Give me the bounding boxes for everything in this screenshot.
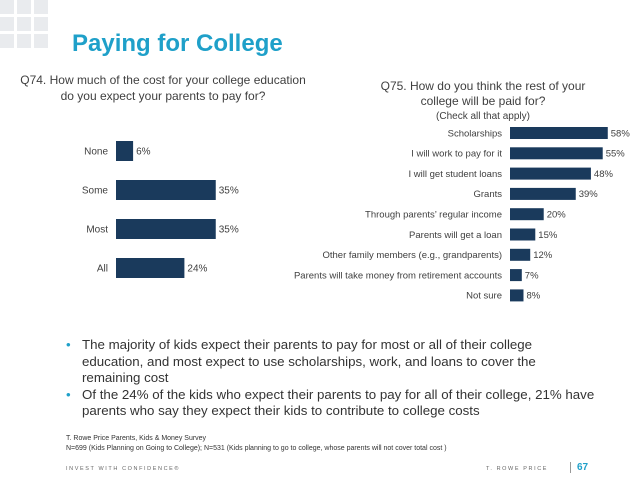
bullet-item: Of the 24% of the kids who expect their … (66, 387, 596, 420)
bar (510, 187, 576, 200)
bar (116, 219, 216, 239)
page-number: 67 (570, 462, 588, 473)
bar (510, 248, 531, 261)
bar (510, 208, 544, 221)
category-label: Most (86, 225, 108, 236)
question-q75: Q75. How do you think the rest of your c… (380, 79, 586, 108)
value-label: 15% (538, 230, 558, 241)
bar (510, 269, 522, 282)
category-label: Parents will take money from retirement … (294, 270, 502, 281)
value-label: 35% (219, 225, 239, 236)
value-label: 39% (579, 189, 599, 200)
question-q74: Q74. How much of the cost for your colle… (20, 73, 306, 103)
bar (116, 180, 216, 200)
question-q75-block: Q75. How do you think the rest of your c… (368, 79, 598, 124)
value-label: 58% (611, 128, 631, 139)
category-label: Some (82, 186, 109, 197)
bar (510, 228, 536, 241)
slide-title: Paying for College (72, 30, 283, 57)
category-label: I will get student loans (409, 169, 503, 180)
value-label: 35% (219, 186, 239, 197)
category-label: Through parents’ regular income (365, 210, 502, 221)
bar (510, 127, 608, 139)
value-label: 24% (187, 264, 207, 275)
value-label: 48% (594, 169, 614, 180)
bullet-list: The majority of kids expect their parent… (66, 337, 596, 420)
category-label: All (97, 264, 108, 275)
source-line: T. Rowe Price Parents, Kids & Money Surv… (66, 435, 207, 442)
category-label: Other family members (e.g., grandparents… (322, 250, 502, 261)
value-label: 20% (547, 210, 567, 221)
category-label: None (84, 147, 108, 158)
bar (116, 141, 134, 161)
bullet-item: The majority of kids expect their parent… (66, 337, 596, 387)
value-label: 8% (526, 291, 540, 302)
value-label: 55% (606, 149, 626, 160)
category-label: Not sure (466, 291, 502, 302)
value-label: 7% (525, 270, 539, 281)
category-label: I will work to pay for it (411, 149, 502, 160)
bar (116, 258, 185, 278)
question-q75-subtitle: (Check all that apply) (436, 111, 530, 122)
source-note: T. Rowe Price Parents, Kids & Money Surv… (66, 434, 447, 454)
source-line: N=699 (Kids Planning on Going to College… (66, 445, 447, 452)
decorative-squares (0, 0, 56, 60)
footer-brand: T. ROWE PRICE (486, 466, 549, 472)
category-label: Parents will get a loan (409, 230, 502, 241)
bar (510, 289, 524, 302)
bar (510, 167, 591, 180)
category-label: Grants (473, 189, 502, 200)
bar (510, 147, 603, 160)
category-label: Scholarships (448, 128, 503, 139)
value-label: 6% (136, 147, 151, 158)
footer-tagline: INVEST WITH CONFIDENCE® (66, 466, 181, 472)
value-label: 12% (533, 250, 553, 261)
